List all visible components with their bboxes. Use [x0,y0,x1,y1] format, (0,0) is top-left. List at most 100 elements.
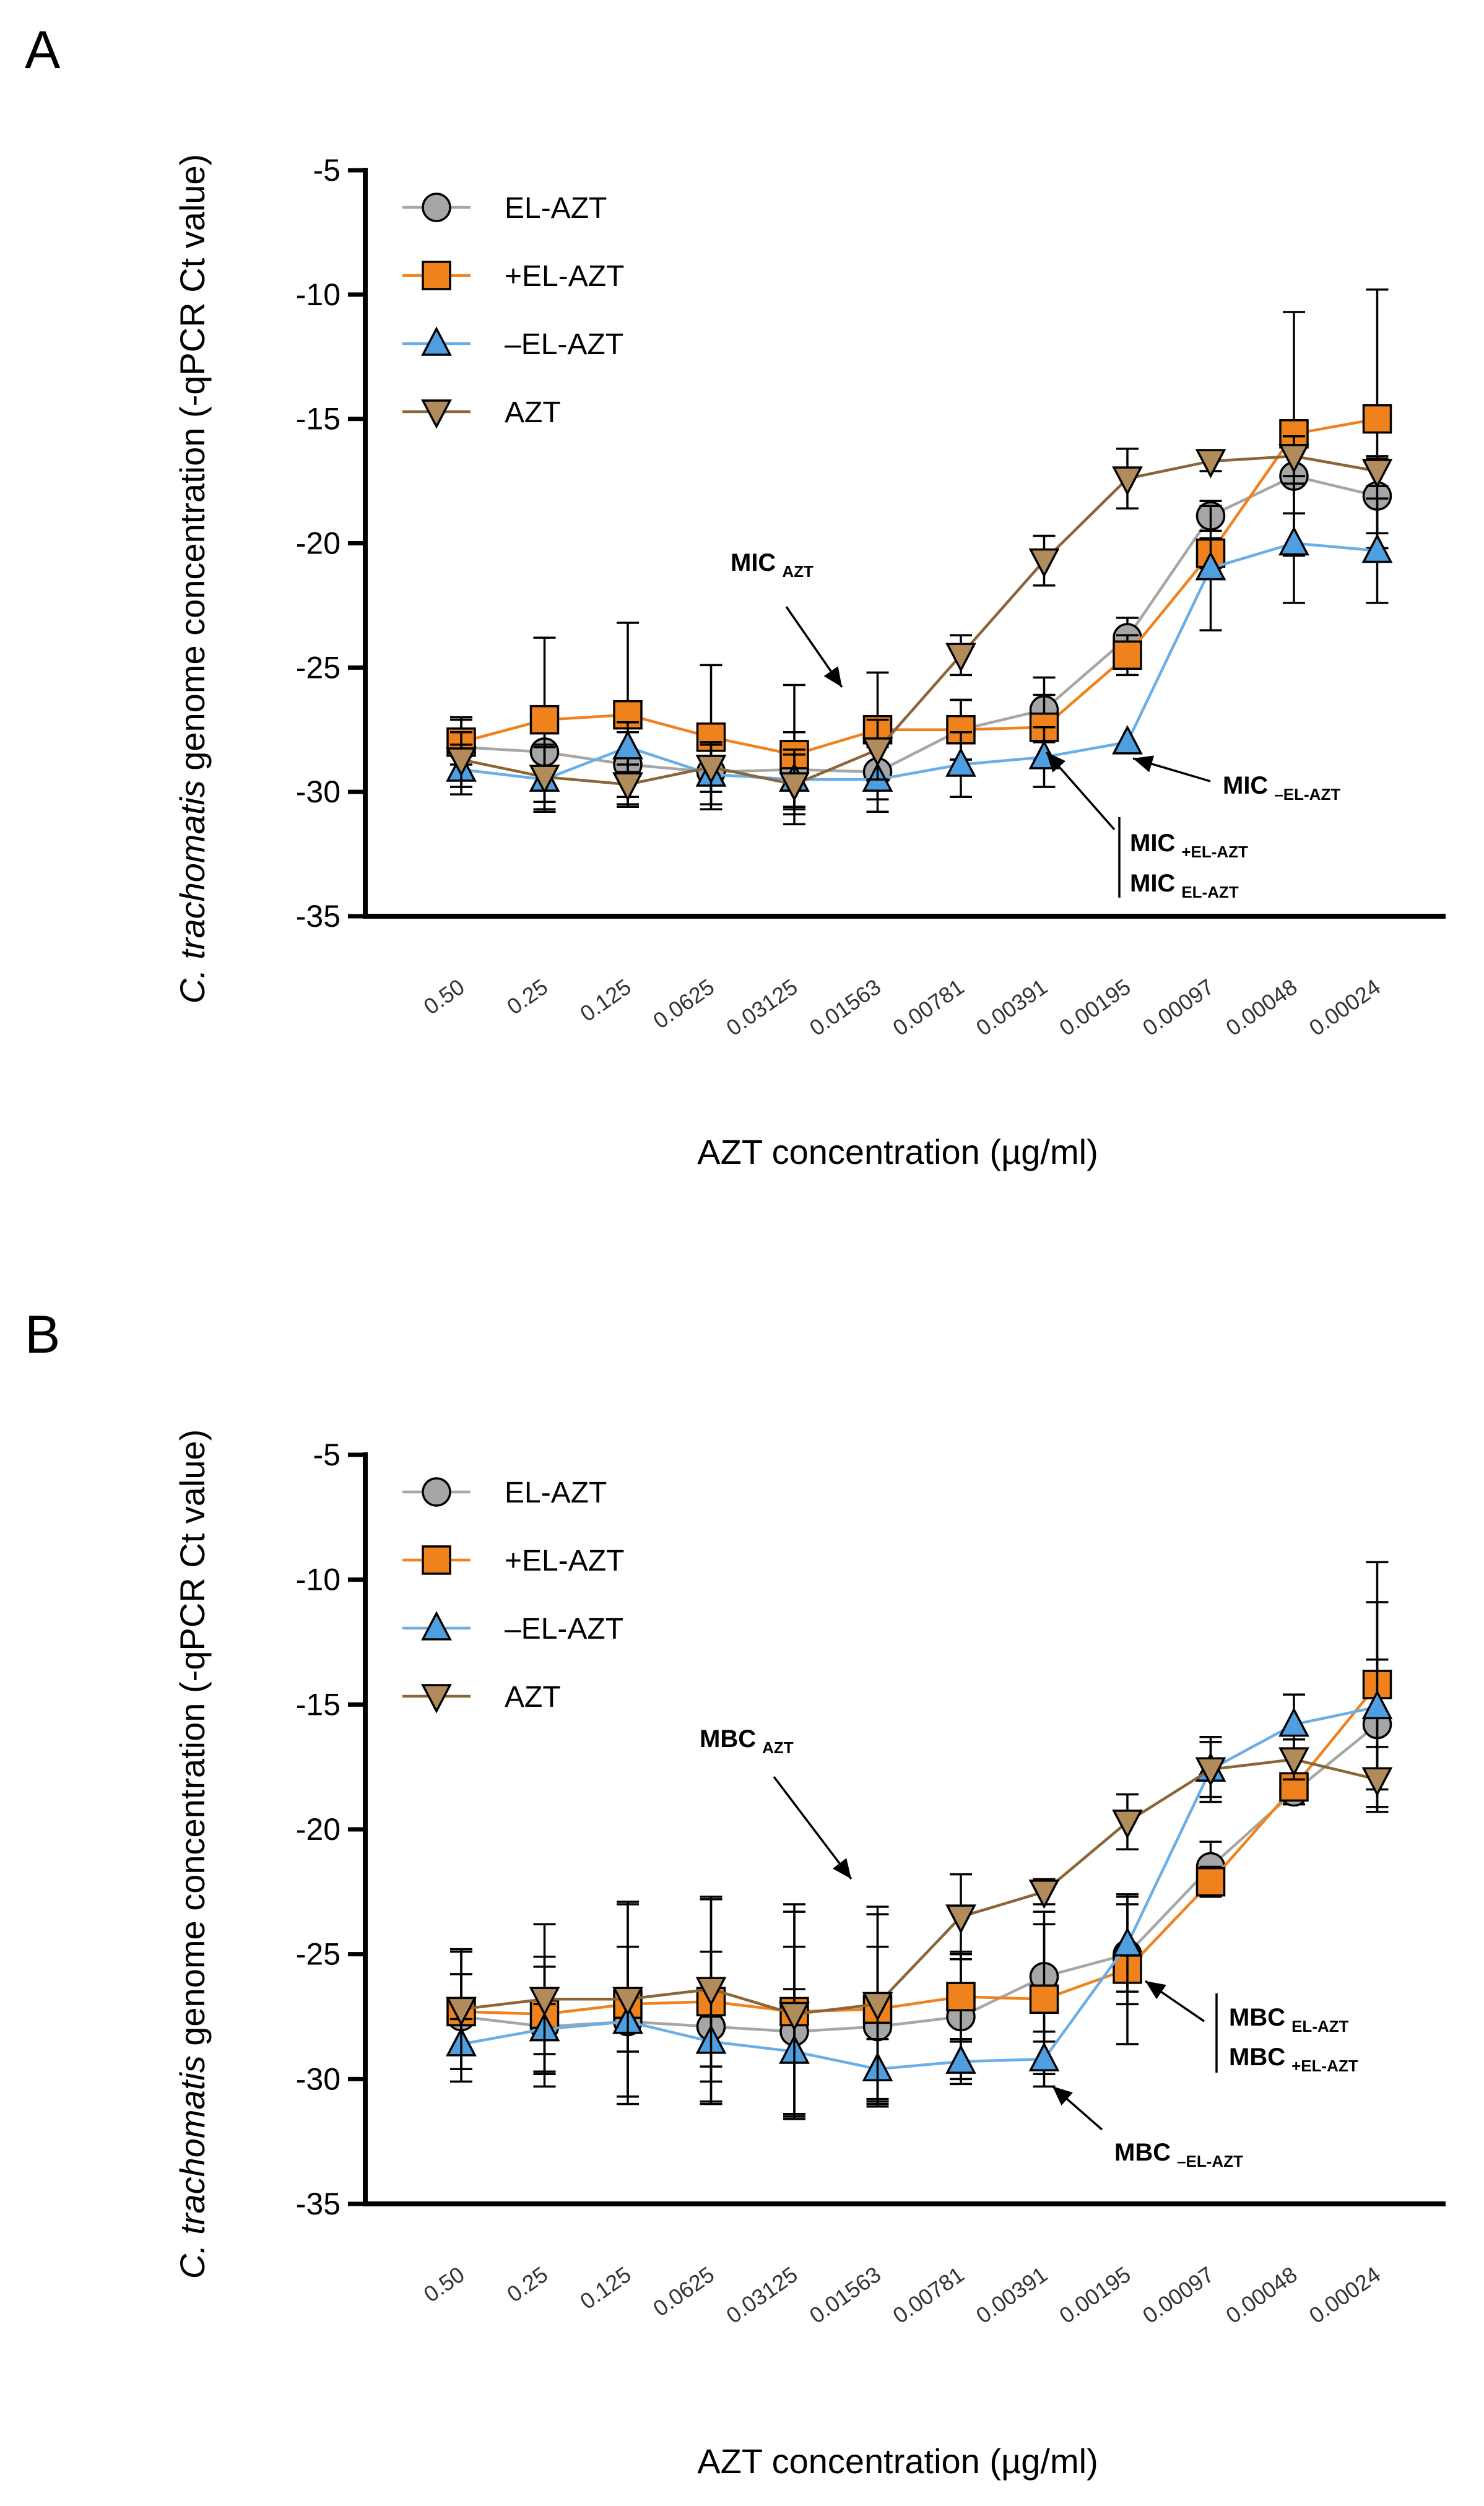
y-tick-label: -30 [296,774,341,809]
panel-b-letter: B [25,1305,60,1364]
x-tick-label: 0.0625 [648,974,719,1034]
data-point [1361,459,1393,488]
x-tick-label: 0.00024 [1304,2261,1385,2328]
y-tick-label: -35 [296,899,341,934]
series-triangle-up [446,1601,1393,2115]
mbc-plus-label: MBC +EL-AZT [1229,2044,1358,2075]
data-point [1361,1689,1393,1720]
mic-azt-arrow [785,606,843,688]
legend-entry: AZT [402,396,561,429]
legend-entry: EL-AZT [402,1476,607,1509]
data-point [1195,1866,1226,1897]
legend-marker [421,1684,452,1714]
y-tick-label: -25 [296,1937,341,1972]
mbc-azt-label: MBC AZT [700,1725,794,1757]
mbc-minus-arrow [1051,2085,1103,2131]
mic-el-label: MIC EL-AZT [1130,870,1239,901]
series-line [461,1706,1378,2071]
data-point [946,1982,976,2011]
x-tick-label: 0.125 [575,2261,635,2314]
x-tick-label: 0.00097 [1138,974,1218,1041]
mbc-minus-label: MBC –EL-AZT [1114,2139,1243,2170]
legend-marker [422,261,451,290]
data-point [1029,1984,1059,2014]
y-tick-label: -25 [296,650,341,685]
legend-entry: +EL-AZT [402,260,624,293]
mbc-el-plus-annotation: MBC EL-AZT MBC +EL-AZT [1145,1980,1358,2075]
x-tick-label: 0.01563 [805,974,885,1041]
mic-plus-el-annotation: MIC +EL-AZT MIC EL-AZT [1045,751,1248,901]
y-tick-label: -15 [296,1687,341,1722]
series-square [446,1561,1392,2120]
legend-label: AZT [505,396,561,429]
data-point [1278,1707,1309,1737]
x-tick-label: 0.03125 [721,974,802,1041]
mic-azt-annotation: MIC AZT [731,549,843,688]
panel-a-plot: -5-10-15-20-25-30-350.50 0.25 0.125 0.0625 0… [296,153,1446,1041]
x-tick-label: 0.00195 [1054,2261,1135,2328]
x-tick-label: 0.50 [419,974,469,1020]
data-point [945,747,976,777]
panel-b-plot: -5-10-15-20-25-30-350.50 0.25 0.125 0.0625 0… [296,1437,1446,2328]
legend-marker [421,1611,452,1641]
x-tick-label: 0.00097 [1138,2261,1218,2328]
x-tick-label: 0.25 [502,2261,552,2307]
data-point [945,1904,976,1934]
legend-label: AZT [505,1681,561,1714]
y-tick-label: -20 [296,1812,341,1847]
legend-marker [421,399,452,429]
mic-plus-label: MIC +EL-AZT [1130,830,1248,861]
series-triangle-down [446,435,1393,816]
data-point [695,1977,727,2006]
data-point [779,772,810,802]
y-tick-label: -20 [296,526,341,561]
data-point [529,705,560,735]
data-point [612,1987,643,2017]
data-point [1361,1767,1393,1797]
data-point [1112,1810,1143,1839]
data-point [1112,466,1143,496]
data-point [1195,1757,1226,1787]
legend-label: EL-AZT [505,1476,607,1509]
y-tick-label: -10 [296,1563,341,1597]
legend-entry: AZT [402,1681,561,1714]
series-line [461,1758,1378,2016]
data-point [1278,444,1309,474]
x-tick-label: 0.00048 [1221,2261,1301,2328]
mic-azt-label: MIC AZT [731,549,814,581]
x-tick-label: 0.00195 [1054,974,1135,1041]
series-triangle-down [446,1736,1393,2118]
legend-entry: EL-AZT [402,192,607,225]
legend-entry: +EL-AZT [402,1545,624,1577]
data-point [1361,533,1393,563]
data-point [1278,526,1309,556]
legend-marker [422,193,451,222]
data-point [1195,449,1226,479]
legend-label: –EL-AZT [505,1613,623,1645]
panel-a-letter: A [25,20,61,80]
data-point [695,755,727,784]
series-line [461,454,1378,786]
x-tick-label: 0.25 [502,974,552,1020]
series-triangle-up [446,482,1393,813]
data-point [446,747,477,777]
data-point [1028,548,1060,578]
x-tick-label: 0.00048 [1221,974,1301,1041]
data-point [1278,1747,1309,1777]
mic-minus-arrow [1132,755,1211,783]
legend-label: +EL-AZT [505,260,624,293]
series-line [461,1683,1379,2016]
legend-entry: –EL-AZT [402,326,623,361]
x-tick-label: 0.00781 [888,2261,968,2328]
panel-a-legend: EL-AZT +EL-AZT –EL-AZT AZT [402,192,624,429]
legend-entry: –EL-AZT [402,1611,623,1645]
data-point [945,2044,976,2074]
x-tick-label: 0.00024 [1304,974,1385,1041]
data-point [612,730,643,760]
data-point [779,2001,810,2032]
x-tick-label: 0.50 [419,2261,469,2307]
x-tick-label: 0.125 [575,974,635,1026]
data-point [529,1987,560,2017]
data-point [446,1997,477,2027]
